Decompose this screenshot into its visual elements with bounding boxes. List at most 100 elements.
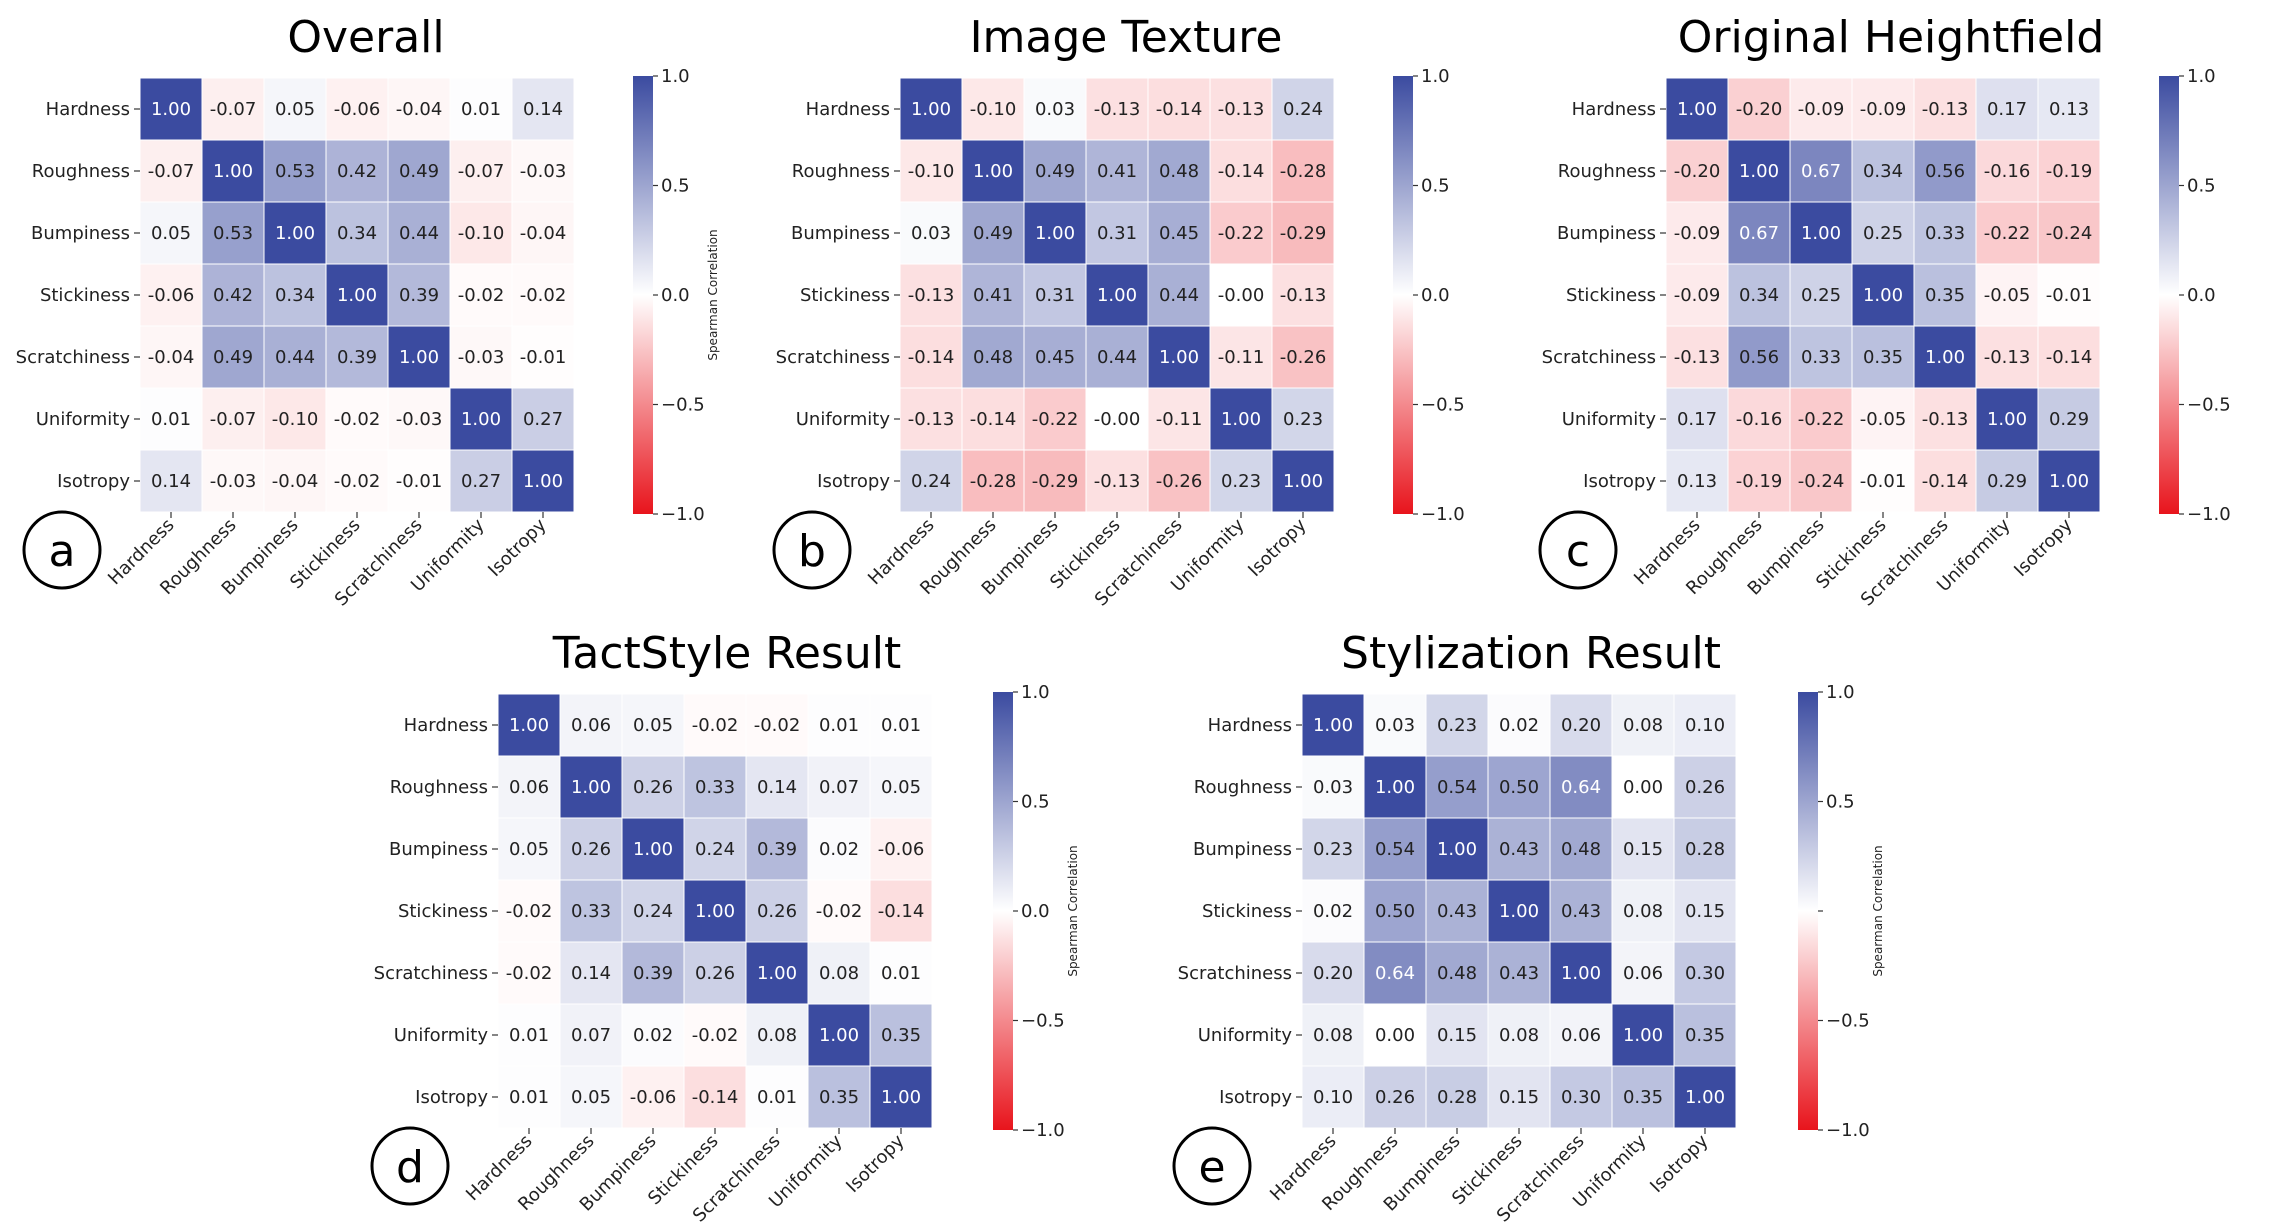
heatmap-cell — [1363, 941, 1427, 1005]
cell-value-label: 1.00 — [1685, 1087, 1725, 1108]
cell-value-label: 1.00 — [1801, 223, 1841, 244]
heatmap-cell — [1851, 387, 1915, 451]
heatmap-cell — [497, 693, 561, 757]
heatmap-cell — [201, 201, 265, 265]
heatmap-cell — [1975, 263, 2039, 327]
colorbar-tick-label: −1.0 — [1021, 1120, 1065, 1141]
heatmap-cell — [559, 755, 623, 819]
row-tick-label: Bumpiness — [791, 223, 890, 244]
cell-value-label: 1.00 — [337, 285, 377, 306]
heatmap-panel-b: Image Texture 1.00 -0.10 0.03 -0.13 -0.14 -0.1… — [772, 12, 1465, 610]
colorbar-tick-label: 0.0 — [2187, 285, 2216, 306]
cell-value-label: 0.05 — [151, 223, 191, 244]
cell-value-label: -0.14 — [1218, 161, 1265, 182]
heatmap-cell — [961, 201, 1025, 265]
cell-value-label: 0.23 — [1283, 409, 1323, 430]
cell-value-label: 0.33 — [1801, 347, 1841, 368]
heatmap-cell — [1425, 1003, 1489, 1067]
cell-value-label: 0.44 — [399, 223, 439, 244]
cell-value-label: 0.05 — [633, 715, 673, 736]
heatmap-cell — [1487, 755, 1551, 819]
cell-value-label: 0.00 — [1375, 1025, 1415, 1046]
heatmap-cell — [139, 449, 203, 513]
heatmap-cell — [1147, 201, 1211, 265]
cell-value-label: -0.19 — [2046, 161, 2093, 182]
heatmap-cell — [1301, 755, 1365, 819]
cell-value-label: -0.24 — [2046, 223, 2093, 244]
heatmap-cell — [1727, 387, 1791, 451]
heatmap-cell — [1487, 941, 1551, 1005]
cell-value-label: 0.53 — [275, 161, 315, 182]
cell-value-label: -0.06 — [334, 99, 381, 120]
colorbar — [2159, 76, 2179, 514]
heatmap-cell — [1085, 139, 1149, 203]
cell-value-label: 0.01 — [881, 715, 921, 736]
heatmap-cell — [1023, 201, 1087, 265]
panel-title: Original Heightfield — [1678, 12, 2105, 63]
heatmap-cell — [869, 1003, 933, 1067]
colorbar-label: Spearman Correlation — [1066, 845, 1080, 976]
heatmap-cell — [1425, 941, 1489, 1005]
heatmap-cell — [1549, 693, 1613, 757]
row-tick-label: Isotropy — [415, 1087, 488, 1108]
cell-value-label: 0.01 — [509, 1025, 549, 1046]
colorbar-tick-label: −0.5 — [1826, 1011, 1870, 1032]
heatmap-cell — [1611, 941, 1675, 1005]
cell-value-label: 0.49 — [399, 161, 439, 182]
heatmap-cell — [899, 201, 963, 265]
heatmap-cell — [1487, 1065, 1551, 1129]
panel-label: a — [49, 526, 76, 577]
cell-value-label: 1.00 — [571, 777, 611, 798]
heatmap-cell — [1975, 387, 2039, 451]
heatmap-cell — [2037, 263, 2101, 327]
heatmap-cell — [559, 1065, 623, 1129]
cell-value-label: -0.06 — [878, 839, 925, 860]
cell-value-label: 1.00 — [151, 99, 191, 120]
cell-value-label: -0.16 — [1736, 409, 1783, 430]
cell-value-label: -0.02 — [692, 1025, 739, 1046]
heatmap-panel-e: Stylization Result 1.00 0.03 0.23 0.02 0.20 0.… — [1172, 628, 1885, 1226]
cell-value-label: 0.02 — [1499, 715, 1539, 736]
heatmap-cell — [869, 693, 933, 757]
cell-value-label: -0.02 — [334, 409, 381, 430]
heatmap-cell — [2037, 139, 2101, 203]
heatmap-cell — [899, 263, 963, 327]
row-tick-label: Stickiness — [398, 901, 488, 922]
cell-value-label: 1.00 — [1561, 963, 1601, 984]
heatmap-cell — [1665, 325, 1729, 389]
cell-value-label: 0.42 — [337, 161, 377, 182]
cell-value-label: 0.43 — [1499, 963, 1539, 984]
row-tick-label: Uniformity — [1198, 1025, 1293, 1046]
row-tick-label: Scratchiness — [374, 963, 488, 984]
heatmap-cell — [1611, 1065, 1675, 1129]
heatmap-cell — [559, 817, 623, 881]
heatmap-cell — [139, 325, 203, 389]
heatmap-cell — [1425, 755, 1489, 819]
panel-label-circle — [370, 1126, 450, 1206]
heatmap-panel-d: TactStyle Result 1.00 0.06 0.05 -0.02 -0.02 0.… — [370, 628, 1080, 1226]
heatmap-cell — [139, 387, 203, 451]
cell-value-label: 0.56 — [1925, 161, 1965, 182]
cell-value-label: 0.01 — [819, 715, 859, 736]
row-tick-label: Uniformity — [394, 1025, 489, 1046]
cell-value-label: 0.01 — [881, 963, 921, 984]
cell-value-label: 1.00 — [1283, 471, 1323, 492]
colorbar-label: Spearman Correlation — [706, 229, 720, 360]
cell-value-label: -0.13 — [1984, 347, 2031, 368]
cell-value-label: 0.06 — [571, 715, 611, 736]
heatmap-cell — [511, 263, 575, 327]
cell-value-label: -0.04 — [148, 347, 195, 368]
cell-value-label: -0.28 — [970, 471, 1017, 492]
cell-value-label: 1.00 — [1739, 161, 1779, 182]
cell-value-label: 0.53 — [213, 223, 253, 244]
heatmap-cell — [1913, 201, 1977, 265]
cell-value-label: -0.03 — [458, 347, 505, 368]
heatmap-cell — [683, 817, 747, 881]
heatmap-cell — [449, 263, 513, 327]
colorbar-tick-label: 0.5 — [1826, 792, 1855, 813]
heatmap-cell — [1673, 817, 1737, 881]
row-tick-label: Bumpiness — [1557, 223, 1656, 244]
heatmap-cell — [807, 817, 871, 881]
cell-value-label: 0.29 — [1987, 471, 2027, 492]
heatmap-cell — [387, 387, 451, 451]
